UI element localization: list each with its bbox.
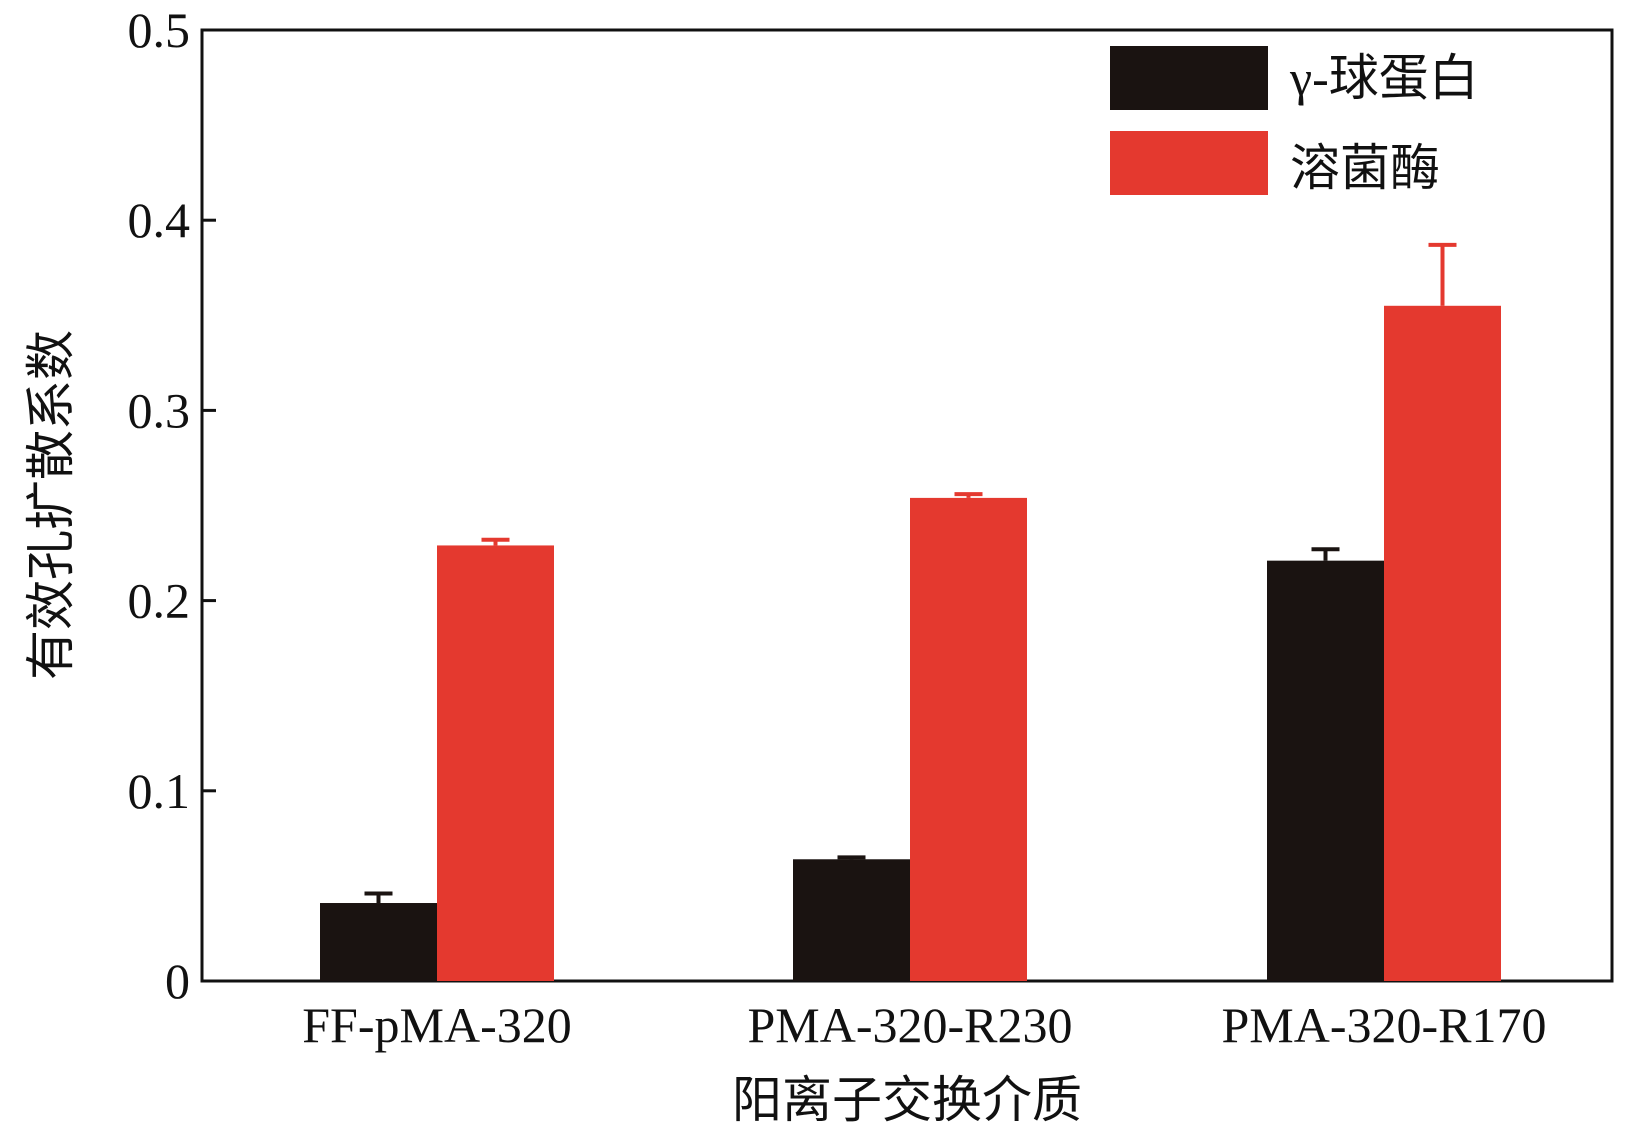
legend-swatch-lysozyme xyxy=(1110,131,1268,195)
legend-label-lysozyme: 溶菌酶 xyxy=(1290,140,1440,196)
y-axis-title: 有效孔扩散系数 xyxy=(23,330,79,680)
bars xyxy=(320,305,1501,981)
y-tick-label: 0.3 xyxy=(128,382,191,438)
legend-label-gamma-globulin: γ-球蛋白 xyxy=(1289,50,1479,106)
x-tick-label: FF-pMA-320 xyxy=(302,997,571,1053)
x-tick-label: PMA-320-R230 xyxy=(747,997,1072,1053)
bar xyxy=(1384,305,1501,981)
y-tick-label: 0.2 xyxy=(128,573,191,629)
y-tick-label: 0.1 xyxy=(128,763,191,819)
x-axis-labels: FF-pMA-320 PMA-320-R230 PMA-320-R170 xyxy=(302,997,1546,1053)
bar xyxy=(793,859,910,981)
y-tick-label: 0 xyxy=(165,953,190,1009)
bar xyxy=(910,497,1027,981)
y-tick-label: 0.5 xyxy=(128,2,191,58)
bar xyxy=(1267,560,1384,981)
bar xyxy=(320,903,437,981)
y-axis-ticks: 0 0.1 0.2 0.3 0.4 0.5 xyxy=(128,2,216,1009)
x-tick-label: PMA-320-R170 xyxy=(1221,997,1546,1053)
x-axis-title: 阳离子交换介质 xyxy=(732,1072,1082,1128)
legend-swatch-gamma-globulin xyxy=(1110,46,1268,110)
y-tick-label: 0.4 xyxy=(128,192,191,248)
error-bars xyxy=(364,242,1457,904)
legend: γ-球蛋白 溶菌酶 xyxy=(1110,46,1479,196)
bar xyxy=(437,545,554,981)
